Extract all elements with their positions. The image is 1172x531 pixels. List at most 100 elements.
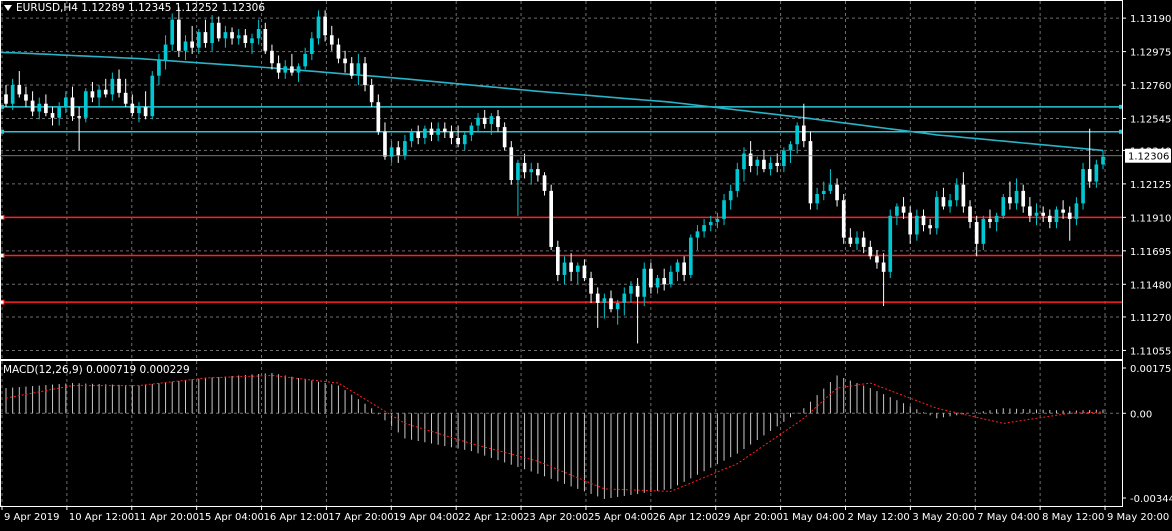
candle-body xyxy=(522,162,527,173)
candle xyxy=(908,206,913,244)
candle xyxy=(516,159,520,216)
candle-body xyxy=(669,271,673,285)
candle-body xyxy=(915,215,919,235)
candle-body xyxy=(83,91,88,118)
candle xyxy=(369,78,374,107)
candle-body xyxy=(675,262,680,272)
candle xyxy=(961,172,966,213)
candle-body xyxy=(1067,212,1072,219)
candle-body xyxy=(941,197,946,207)
price-tick-label: 1.12975 xyxy=(1130,48,1171,59)
candle xyxy=(143,91,148,120)
candle-body xyxy=(1021,190,1026,207)
level-handle xyxy=(0,104,4,109)
candle-body xyxy=(476,117,480,126)
time-tick-label: 8 May 12:00 xyxy=(1042,512,1104,523)
candle-body xyxy=(868,246,873,257)
candle xyxy=(722,194,726,226)
candle xyxy=(595,287,600,328)
candle xyxy=(755,156,760,176)
price-tick-label: 1.11480 xyxy=(1130,280,1171,291)
candle xyxy=(881,253,886,307)
candle-body xyxy=(97,89,101,98)
candle xyxy=(954,178,959,207)
time-tick-label: 22 Apr 12:00 xyxy=(458,512,523,523)
candle xyxy=(828,169,833,195)
time-tick-label: 29 Apr 20:00 xyxy=(718,512,783,523)
candle-body xyxy=(336,44,341,59)
candle xyxy=(841,194,846,244)
candle xyxy=(157,53,161,86)
candle xyxy=(589,271,593,303)
candle xyxy=(389,141,394,163)
candle xyxy=(83,88,88,123)
candle xyxy=(256,19,261,45)
candle-body xyxy=(1014,190,1019,204)
candle xyxy=(196,29,201,54)
dropdown-triangle-icon[interactable] xyxy=(4,5,12,11)
candle xyxy=(762,150,766,173)
time-axis: 9 Apr 2019 10 Apr 12:00 11 Apr 20:00 15 Apr… xyxy=(1,506,1169,523)
candle xyxy=(915,209,919,241)
candle xyxy=(296,63,301,82)
candle-body xyxy=(170,19,175,45)
candle xyxy=(782,147,786,173)
macd-header: MACD(12,26,9) 0.000719 0.000229 xyxy=(3,364,190,376)
candle-body xyxy=(24,94,28,101)
candle-body xyxy=(609,298,613,310)
candle-body xyxy=(303,53,308,67)
candle xyxy=(236,29,241,45)
candle-body xyxy=(1001,197,1006,216)
candle xyxy=(888,209,893,279)
candle-body xyxy=(921,215,926,226)
candle-body xyxy=(1047,215,1052,223)
candle xyxy=(90,81,95,103)
candle-body xyxy=(622,293,627,303)
candle xyxy=(310,32,314,61)
candle-body xyxy=(649,268,653,288)
level-handle xyxy=(0,214,5,220)
candle-body xyxy=(954,184,959,201)
candle-body xyxy=(482,117,487,124)
candle xyxy=(1054,206,1059,229)
candle-body xyxy=(908,212,913,235)
candle-body xyxy=(349,63,354,76)
candle-body xyxy=(509,147,514,180)
candle xyxy=(669,265,673,288)
candle xyxy=(383,122,387,160)
candle-body xyxy=(895,206,899,216)
candle-body xyxy=(369,85,374,103)
candle xyxy=(482,109,487,129)
candle xyxy=(1014,178,1019,210)
candle xyxy=(4,85,8,107)
candle xyxy=(216,16,221,42)
candle-body xyxy=(536,169,540,176)
price-tick-label: 1.12125 xyxy=(1130,180,1171,191)
candle xyxy=(1094,159,1099,188)
candle-body xyxy=(157,60,161,76)
macd-tick-label: 0.00 xyxy=(1130,409,1152,420)
candle xyxy=(117,69,121,98)
candle xyxy=(70,86,75,121)
candle xyxy=(10,78,15,110)
candle xyxy=(283,60,288,79)
candle-body xyxy=(988,218,992,223)
candle-body xyxy=(276,63,281,73)
candle-body xyxy=(44,103,48,114)
candle xyxy=(396,141,401,163)
candle-body xyxy=(469,125,474,135)
time-tick-label: 3 May 20:00 xyxy=(912,512,974,523)
candle-body xyxy=(1061,209,1065,213)
candle xyxy=(928,218,932,235)
candle-body xyxy=(150,75,155,117)
time-tick-label: 10 Apr 12:00 xyxy=(69,512,134,523)
candle xyxy=(808,131,813,210)
candle-body xyxy=(875,256,879,263)
macd-panel xyxy=(5,372,1104,499)
candle xyxy=(456,125,460,148)
candle-body xyxy=(57,106,62,118)
candle xyxy=(821,181,826,201)
price-tick-label: 1.11055 xyxy=(1130,346,1171,357)
